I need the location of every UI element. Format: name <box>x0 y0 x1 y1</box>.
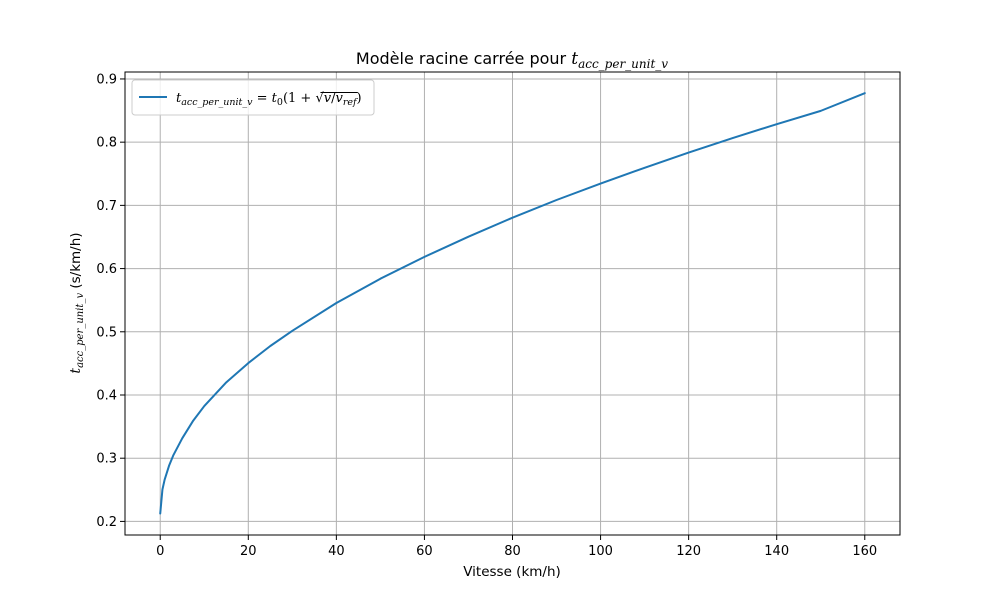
x-tick-label: 60 <box>416 544 433 559</box>
y-tick-label: 0.8 <box>96 136 117 151</box>
y-axis-label: tacc_per_unit_v (s/km/h) <box>68 232 86 373</box>
legend-eq: = <box>253 91 272 106</box>
y-tick-label: 0.7 <box>96 199 117 214</box>
x-tick-label: 20 <box>240 544 257 559</box>
title-math-sub: acc_per_unit_v <box>578 57 668 71</box>
chart-title: Modèle racine carrée pour tacc_per_unit_… <box>356 49 668 71</box>
legend: tacc_per_unit_v = t0(1 + √v/vref) <box>131 79 375 116</box>
x-tick-label: 160 <box>852 544 877 559</box>
y-tick-label: 0.2 <box>96 515 117 530</box>
grid <box>125 72 900 535</box>
legend-radicand-den-sub: ref <box>343 97 358 108</box>
ylabel-math-base: t <box>68 368 84 374</box>
y-tick-label: 0.3 <box>96 452 117 467</box>
ylabel-math-sub: acc_per_unit_v <box>75 293 86 368</box>
x-tick-label: 0 <box>156 544 164 559</box>
y-tick-label: 0.9 <box>96 72 117 87</box>
legend-lhs-sub: acc_per_unit_v <box>181 97 253 108</box>
legend-sqrt-sign: √ <box>315 91 324 106</box>
title-prefix: Modèle racine carrée pour <box>356 49 571 68</box>
legend-radicand-den-base: v <box>336 91 344 106</box>
series-group <box>159 92 866 515</box>
ticks: 0 20 40 60 80 100 120 140 160 0.2 0.3 0.4 0.5 0.6 0.7 0… <box>96 72 877 559</box>
x-axis-label: Vitesse (km/h) <box>463 564 561 580</box>
legend-radicand-num: v <box>324 91 332 106</box>
y-tick-label: 0.4 <box>96 388 117 403</box>
y-tick-label: 0.6 <box>96 262 117 277</box>
y-tick-label: 0.5 <box>96 325 117 340</box>
legend-t0-base: t <box>272 91 278 106</box>
ylabel-suffix: (s/km/h) <box>68 232 84 292</box>
legend-t0-sub: 0 <box>277 97 283 108</box>
x-tick-label: 100 <box>588 544 613 559</box>
legend-close: ) <box>357 91 362 106</box>
title-math-base: t <box>571 49 578 69</box>
x-tick-label: 80 <box>504 544 521 559</box>
series-line <box>159 92 866 515</box>
legend-label: tacc_per_unit_v = t0(1 + √v/vref) <box>176 91 362 108</box>
legend-open: (1 + <box>283 91 316 106</box>
legend-box <box>131 79 375 116</box>
x-tick-label: 40 <box>328 544 345 559</box>
legend-radicand-slash: / <box>331 91 336 106</box>
legend-lhs-base: t <box>176 91 182 106</box>
x-tick-label: 120 <box>676 544 701 559</box>
x-tick-label: 140 <box>764 544 789 559</box>
